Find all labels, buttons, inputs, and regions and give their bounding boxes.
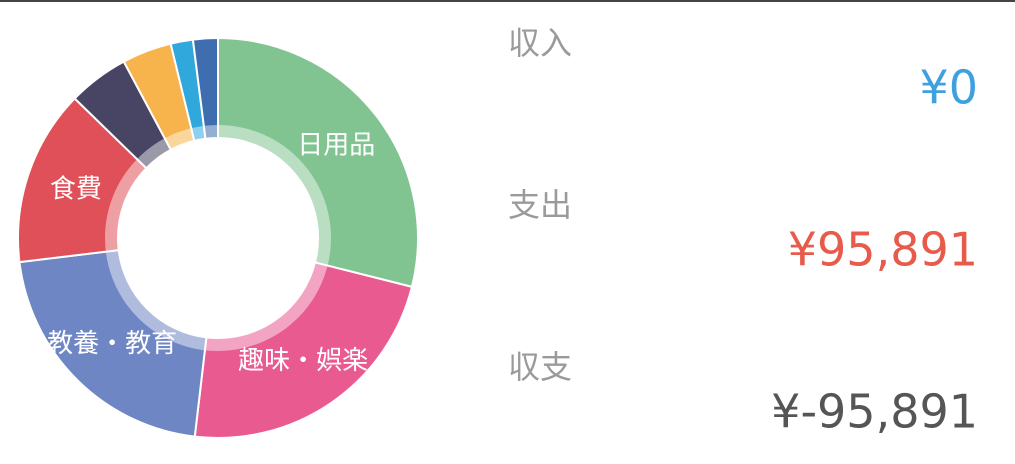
summary-amount: ¥-95,891: [771, 385, 978, 439]
inner-ring: [105, 125, 331, 351]
segment-label: 趣味・娯楽: [238, 346, 368, 376]
summary-label: 収入: [508, 24, 572, 62]
summary-amount: ¥0: [919, 61, 978, 115]
pie-segment: [217, 36, 419, 289]
segment-label: 教養・教育: [47, 329, 177, 359]
summary-label: 支出: [508, 186, 572, 224]
summary-amount: ¥95,891: [788, 223, 978, 277]
pie-segment: [193, 261, 414, 439]
segment-label: 日用品: [297, 130, 375, 160]
summary: 収入 ¥0 支出 ¥95,891 収支 ¥-95,891: [508, 24, 978, 439]
segment-label: 食費: [50, 175, 102, 205]
pie-segment: [191, 36, 219, 140]
pie-segment: [17, 97, 148, 264]
summary-label: 収支: [508, 348, 572, 386]
pie-segment: [18, 248, 208, 438]
